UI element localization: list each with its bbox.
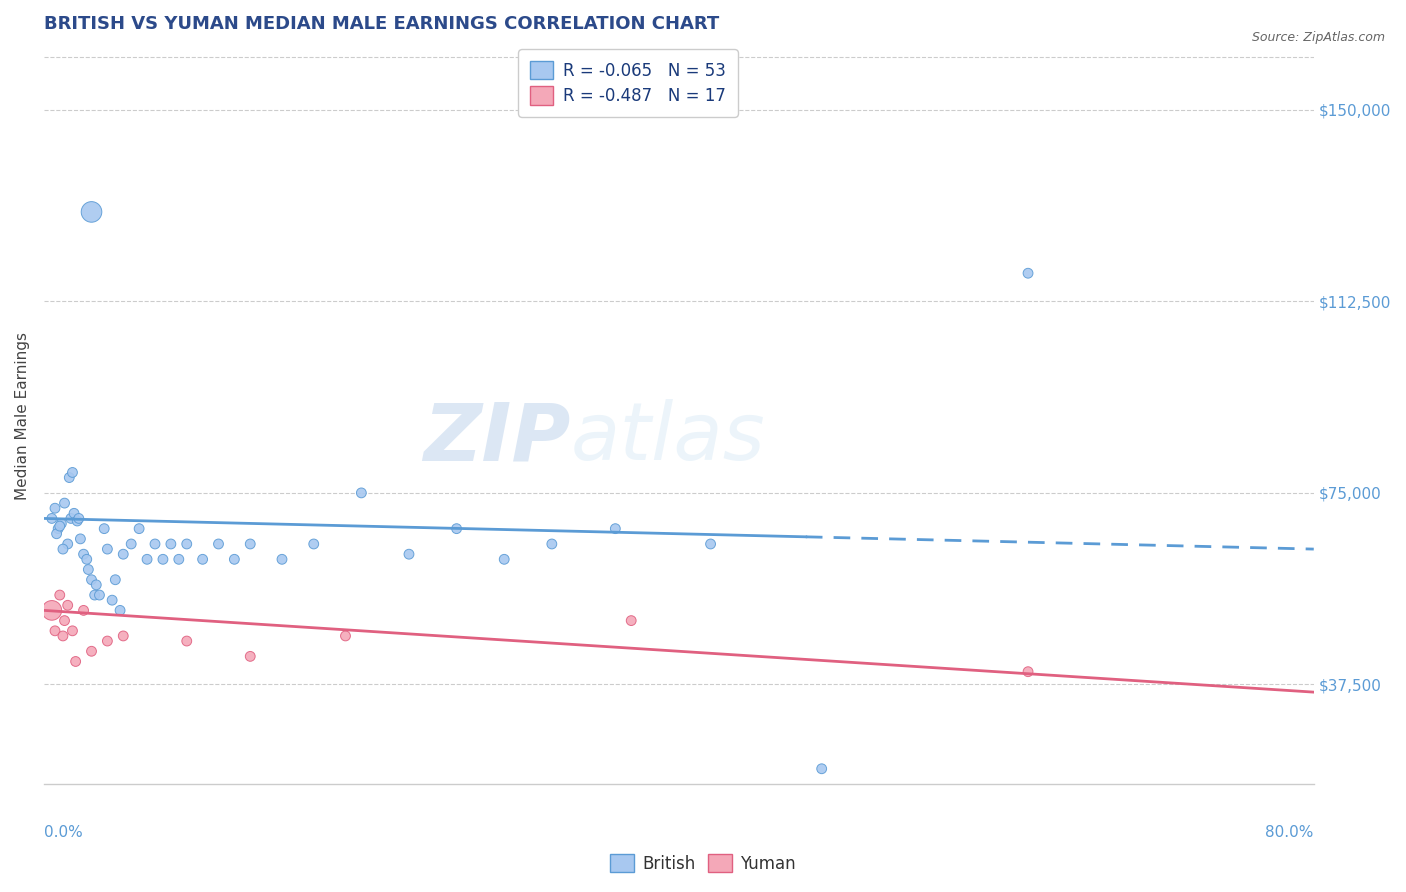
Point [620, 614, 643, 628]
Point [66, 514, 89, 528]
Point [810, 762, 832, 776]
Point [112, 629, 135, 643]
Point [44, 624, 66, 638]
Point [96, 542, 118, 557]
Point [62, 624, 84, 638]
Point [605, 522, 627, 536]
Point [699, 537, 721, 551]
Point [69, 532, 91, 546]
Point [540, 537, 562, 551]
Legend: British, Yuman: British, Yuman [603, 847, 803, 880]
Point [239, 649, 262, 664]
Point [271, 552, 294, 566]
Point [72, 603, 94, 617]
Point [44, 501, 66, 516]
Point [446, 522, 468, 536]
Text: BRITISH VS YUMAN MEDIAN MALE EARNINGS CORRELATION CHART: BRITISH VS YUMAN MEDIAN MALE EARNINGS CO… [44, 15, 718, 33]
Point [207, 537, 229, 551]
Point [96, 634, 118, 648]
Point [51, 516, 73, 531]
Point [80, 573, 103, 587]
Point [65, 655, 87, 669]
Point [46, 522, 69, 536]
Point [1017, 665, 1039, 679]
Point [335, 629, 357, 643]
Text: Source: ZipAtlas.com: Source: ZipAtlas.com [1251, 31, 1385, 45]
Text: 80.0%: 80.0% [1265, 824, 1313, 839]
Point [49, 519, 72, 533]
Point [62, 466, 84, 480]
Point [136, 552, 159, 566]
Text: atlas: atlas [571, 400, 766, 477]
Point [41, 511, 63, 525]
Point [84, 578, 107, 592]
Point [176, 634, 198, 648]
Point [239, 537, 262, 551]
Point [83, 588, 105, 602]
Point [191, 552, 214, 566]
Point [104, 573, 127, 587]
Point [101, 593, 124, 607]
Point [176, 537, 198, 551]
Point [152, 552, 174, 566]
Point [53, 496, 76, 510]
Point [80, 205, 103, 219]
Point [49, 588, 72, 602]
Point [77, 562, 100, 576]
Text: 0.0%: 0.0% [44, 824, 83, 839]
Text: ZIP: ZIP [423, 400, 571, 477]
Point [160, 537, 183, 551]
Point [76, 552, 98, 566]
Point [494, 552, 516, 566]
Point [59, 511, 82, 525]
Point [167, 552, 190, 566]
Point [45, 526, 67, 541]
Point [52, 542, 75, 557]
Point [80, 644, 103, 658]
Point [128, 522, 150, 536]
Point [63, 506, 86, 520]
Point [89, 588, 111, 602]
Point [224, 552, 246, 566]
Point [143, 537, 166, 551]
Point [350, 486, 373, 500]
Point [93, 522, 115, 536]
Point [302, 537, 325, 551]
Point [53, 614, 76, 628]
Point [108, 603, 131, 617]
Point [120, 537, 142, 551]
Y-axis label: Median Male Earnings: Median Male Earnings [15, 332, 30, 500]
Point [72, 547, 94, 561]
Legend: R = -0.065   N = 53, R = -0.487   N = 17: R = -0.065 N = 53, R = -0.487 N = 17 [519, 49, 738, 117]
Point [52, 629, 75, 643]
Point [398, 547, 420, 561]
Point [67, 511, 90, 525]
Point [56, 599, 79, 613]
Point [41, 603, 63, 617]
Point [58, 470, 80, 484]
Point [56, 537, 79, 551]
Point [112, 547, 135, 561]
Point [1017, 266, 1039, 280]
